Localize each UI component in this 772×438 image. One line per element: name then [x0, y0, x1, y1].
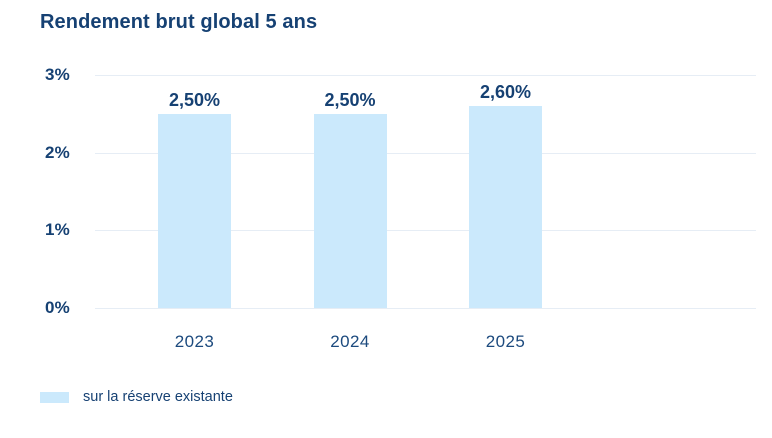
legend-swatch — [40, 391, 69, 403]
chart-title: Rendement brut global 5 ans — [40, 11, 318, 33]
x-axis-tick-label: 2025 — [485, 332, 526, 351]
y-axis-tick-label: 3% — [45, 65, 70, 84]
bar-2025 — [469, 106, 542, 308]
bar-value-label: 2,50% — [168, 89, 221, 110]
bar-value-label: 2,50% — [324, 89, 376, 110]
x-axis-tick-label: 2023 — [174, 332, 215, 351]
bar-2024 — [313, 113, 387, 308]
legend-label: sur la réserve existante — [83, 389, 233, 405]
bar-value-label: 2,60% — [479, 82, 532, 103]
x-axis-tick-label: 2024 — [330, 332, 370, 351]
y-axis-tick-label: 0% — [45, 298, 70, 317]
plot-area: 0% 1% 2% 3% 2,50% 2023 2,50% 2024 2,60% 2025 — [45, 65, 756, 351]
gridline-2% — [95, 152, 756, 154]
gridline-0% — [95, 308, 756, 309]
bar-2023 — [158, 113, 231, 308]
legend: sur la réserve existante — [40, 389, 233, 405]
y-axis-tick-label: 1% — [45, 220, 70, 240]
y-axis-tick-label: 2% — [45, 142, 70, 162]
gridline-1% — [95, 230, 756, 232]
gridline-3% — [95, 75, 756, 76]
